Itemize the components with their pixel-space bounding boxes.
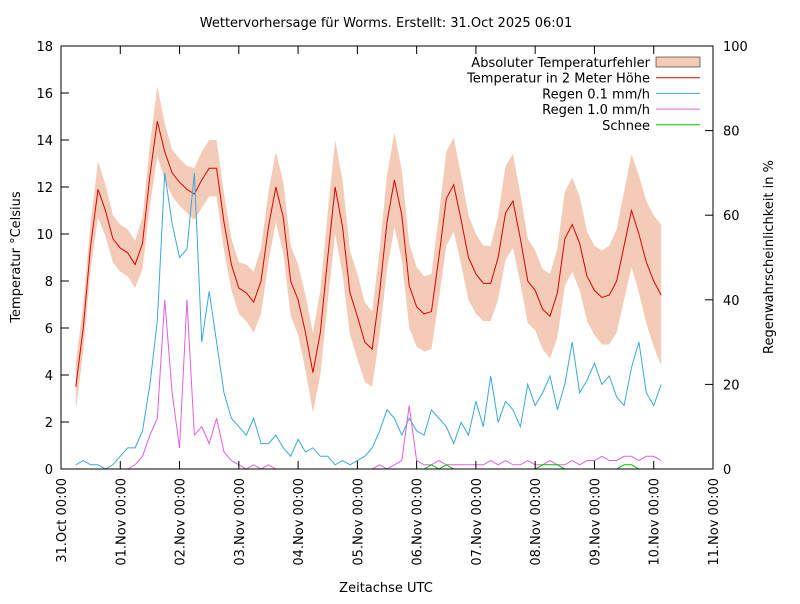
legend-label: Absoluter Temperaturfehler <box>471 56 650 71</box>
y-tick-label: 0 <box>45 463 53 478</box>
y2-tick-label: 20 <box>723 378 740 393</box>
series-line <box>75 121 662 387</box>
legend-label: Temperatur in 2 Meter Höhe <box>466 72 650 87</box>
legend-label: Regen 1.0 mm/h <box>542 103 650 118</box>
x-tick-label: 06.Nov 00:00 <box>411 478 426 566</box>
y-tick-label: 12 <box>36 181 53 196</box>
y-axis-label: Temperatur °Celsius <box>9 191 24 324</box>
y-tick-label: 14 <box>36 134 53 149</box>
y-tick-label: 2 <box>45 416 53 431</box>
x-tick-label: 07.Nov 00:00 <box>470 478 485 566</box>
x-tick-label: 02.Nov 00:00 <box>174 478 189 566</box>
x-tick-label: 03.Nov 00:00 <box>233 478 248 566</box>
y2-tick-label: 100 <box>723 40 748 55</box>
x-tick-label: 05.Nov 00:00 <box>351 478 366 566</box>
legend-swatch <box>655 56 701 68</box>
x-tick-label: 10.Nov 00:00 <box>648 478 663 566</box>
x-tick-label: 08.Nov 00:00 <box>529 478 544 566</box>
y-tick-label: 6 <box>45 322 53 337</box>
plot-frame <box>60 45 714 470</box>
x-axis-label: Zeitachse UTC <box>339 581 433 596</box>
chart-title: Wettervorhersage für Worms. Erstellt: 31… <box>200 16 572 31</box>
y2-tick-label: 0 <box>723 463 731 478</box>
x-tick-label: 11.Nov 00:00 <box>707 478 722 566</box>
y-tick-label: 8 <box>45 275 53 290</box>
legend-label: Schnee <box>602 119 650 134</box>
y2-tick-label: 40 <box>723 294 740 309</box>
x-tick-label: 31.Oct 00:00 <box>55 478 70 563</box>
x-tick-label: 01.Nov 00:00 <box>114 478 129 566</box>
x-tick-label: 04.Nov 00:00 <box>292 478 307 566</box>
series-line <box>75 172 662 470</box>
y-tick-label: 4 <box>45 369 53 384</box>
legend-label: Regen 0.1 mm/h <box>542 87 650 102</box>
y2-tick-label: 80 <box>723 125 740 140</box>
error-band <box>75 85 662 413</box>
y-tick-label: 18 <box>36 40 53 55</box>
y2-tick-label: 60 <box>723 209 740 224</box>
y-tick-label: 16 <box>36 87 53 102</box>
y-tick-label: 10 <box>36 228 53 243</box>
x-tick-label: 09.Nov 00:00 <box>588 478 603 566</box>
y2-axis-label: Regenwahrscheinlichkeit in % <box>762 160 777 354</box>
